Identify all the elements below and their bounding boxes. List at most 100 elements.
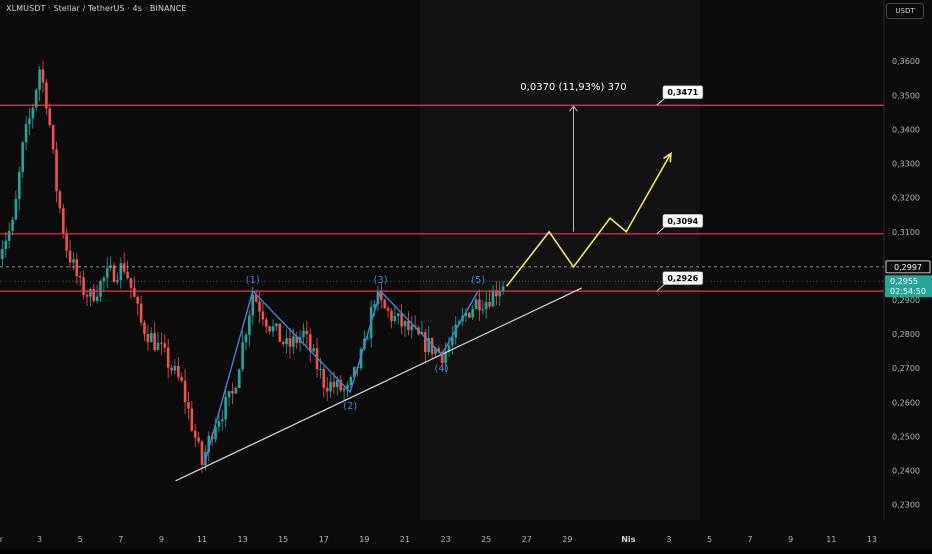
candle-body [201,442,204,465]
candle-body [289,338,292,347]
time-tick-label: 5 [78,535,83,544]
time-tick-label: 7 [748,535,753,544]
price-tick-label: 0,2400 [892,467,920,476]
price-tick-label: 0,3500 [892,91,920,100]
candle-body [265,319,268,326]
candle-body [262,311,265,319]
candle-body [130,278,133,288]
candle-body [25,124,28,142]
time-tick-label: 21 [400,535,410,544]
wave-label: (1) [246,275,260,286]
candle-body [224,397,227,419]
candle-body [397,313,400,316]
candle-body [228,391,231,397]
time-tick-label: 17 [319,535,329,544]
candle-body [238,369,241,388]
time-tick-label: 11 [826,535,836,544]
price-tick-label: 0,2900 [892,296,920,305]
candle-body [312,348,315,351]
candle-body [231,391,234,393]
candle-body [106,268,109,278]
candle-body [241,342,244,369]
time-tick-label: 19 [359,535,369,544]
candle-body [498,291,501,296]
wave-label: (4) [434,364,448,375]
candle-body [82,277,85,295]
level-label: 0,3094 [667,217,698,226]
price-tick-label: 0,3600 [892,57,920,66]
time-tick-label: 23 [441,535,451,544]
candle-body [99,281,102,297]
candle-body [140,304,143,323]
time-tick-label: 25 [481,535,491,544]
candle-body [89,289,92,297]
level-label: 0,2926 [667,274,698,283]
price-tick-label: 0,2800 [892,330,920,339]
candle-body [292,336,295,346]
candle-body [15,199,18,220]
price-tick-label: 0,2500 [892,432,920,441]
candle-body [147,334,150,342]
candle-body [387,308,390,311]
background-band [420,0,700,520]
candle-body [488,302,491,307]
candle-body [336,380,339,387]
candle-body [153,333,156,350]
candle-body [187,402,190,409]
current-price-label: 0,2955 [890,277,918,286]
candle-body [485,302,488,309]
wave-label: (5) [471,275,485,286]
candle-body [251,295,254,316]
candle-body [383,300,386,308]
candle-body [197,438,200,442]
candle-body [143,323,146,335]
time-tick-label: 15 [278,535,288,544]
time-tick-label: Nis [621,535,635,544]
time-axis: ar357911131517192123252729Nis35791113 [0,530,884,550]
candle-body [59,191,62,208]
candle-body [79,276,82,277]
candle-body [191,409,194,431]
candle-body [492,290,495,306]
candle-body [126,272,129,279]
candle-body [45,83,48,109]
candle-body [32,108,35,119]
candle-body [72,259,75,262]
candle-body [167,348,170,368]
candle-body [471,309,474,318]
candle-body [180,377,183,381]
candle-body [390,311,393,321]
candle-body [309,334,312,351]
time-tick-label: 11 [197,535,207,544]
symbol-title: XLMUSDT · Stellar / TetherUS · 4s · BINA… [6,4,187,13]
candle-body [282,342,285,344]
price-tick-label: 0,3100 [892,228,920,237]
candle-body [410,325,413,330]
time-tick-label: 7 [118,535,123,544]
candle-body [113,265,116,281]
time-tick-label: 9 [159,535,164,544]
candle-body [65,233,68,250]
candle-body [86,295,89,297]
currency-button[interactable]: USDT [886,3,924,19]
candle-body [319,369,322,370]
candle-body [136,297,139,304]
candle-body [4,241,7,249]
candle-body [120,263,123,280]
candle-body [235,388,238,394]
price-tick-label: 0,2600 [892,398,920,407]
time-tick-label: 29 [562,535,572,544]
candle-body [55,149,58,191]
candle-body [404,321,407,326]
candle-body [218,421,221,427]
candle-body [170,368,173,371]
candle-body [333,382,336,387]
price-tick-label: 0,2300 [892,501,920,510]
candle-body [268,326,271,331]
candle-body [272,326,275,331]
candle-body [279,323,282,341]
candle-body [245,335,248,342]
time-tick-label: 3 [37,535,42,544]
